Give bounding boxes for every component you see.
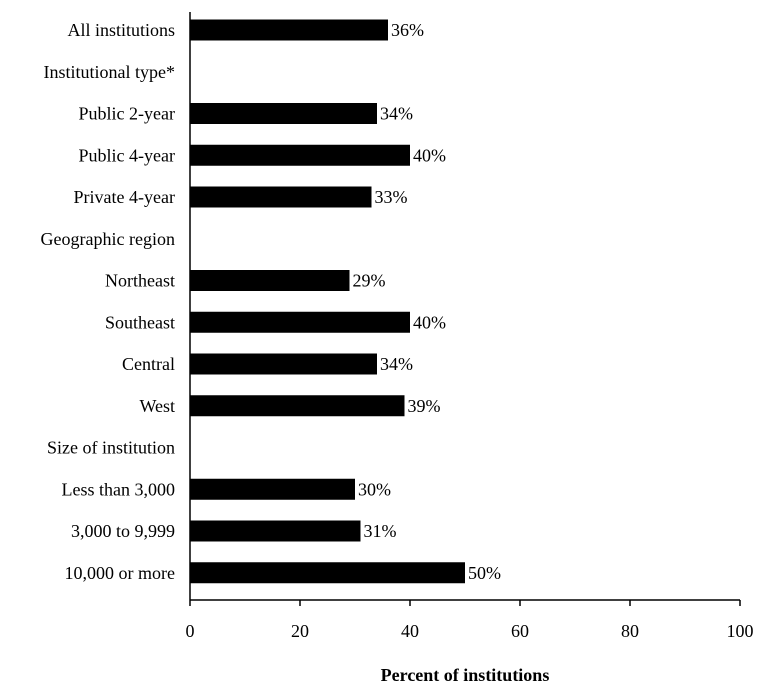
bar: [190, 353, 377, 375]
data-label: 36%: [391, 20, 424, 40]
data-label: 33%: [375, 187, 408, 207]
data-label: 34%: [380, 354, 413, 374]
category-label: Less than 3,000: [62, 479, 175, 499]
category-label: All institutions: [67, 20, 175, 40]
data-label: 31%: [364, 521, 397, 541]
bar: [190, 562, 465, 584]
data-labels: 36% 34% 40% 33% 29% 40% 34% 39% 30% 31% 50%: [353, 20, 502, 583]
category-label: Public 2-year: [79, 104, 175, 124]
x-tick-label: 40: [401, 621, 419, 641]
bar: [190, 270, 350, 291]
group-header-label: Geographic region: [41, 229, 175, 249]
data-label: 50%: [468, 563, 501, 583]
data-label: 40%: [413, 312, 446, 332]
x-tick-label: 60: [511, 621, 529, 641]
bar: [190, 478, 355, 500]
bar: [190, 19, 388, 41]
x-tick-label: 80: [621, 621, 639, 641]
x-tick-label: 0: [186, 621, 195, 641]
x-axis-title: Percent of institutions: [381, 665, 550, 685]
category-label: Southeast: [105, 312, 175, 332]
bar: [190, 311, 410, 333]
data-label: 29%: [353, 271, 386, 291]
bar: [190, 395, 405, 417]
x-tick-label: 20: [291, 621, 309, 641]
category-label: 10,000 or more: [65, 563, 175, 583]
x-tick-label: 100: [727, 621, 754, 641]
bars-layer: [190, 19, 465, 584]
bar: [190, 144, 410, 166]
category-label: West: [139, 396, 175, 416]
bar: [190, 520, 361, 542]
bar: [190, 186, 372, 208]
group-header-label: Institutional type*: [44, 62, 175, 82]
x-axis-ticks: 0 20 40 60 80 100: [186, 600, 754, 641]
category-label: Private 4-year: [74, 187, 175, 207]
data-label: 30%: [358, 479, 391, 499]
data-label: 39%: [408, 396, 441, 416]
group-header-label: Size of institution: [47, 438, 175, 458]
category-label: Northeast: [105, 271, 175, 291]
category-label: Public 4-year: [79, 145, 175, 165]
data-label: 40%: [413, 145, 446, 165]
bar: [190, 103, 377, 124]
category-label: Central: [122, 354, 175, 374]
category-labels: All institutions Institutional type* Publi…: [41, 20, 175, 583]
category-label: 3,000 to 9,999: [71, 521, 175, 541]
data-label: 34%: [380, 104, 413, 124]
